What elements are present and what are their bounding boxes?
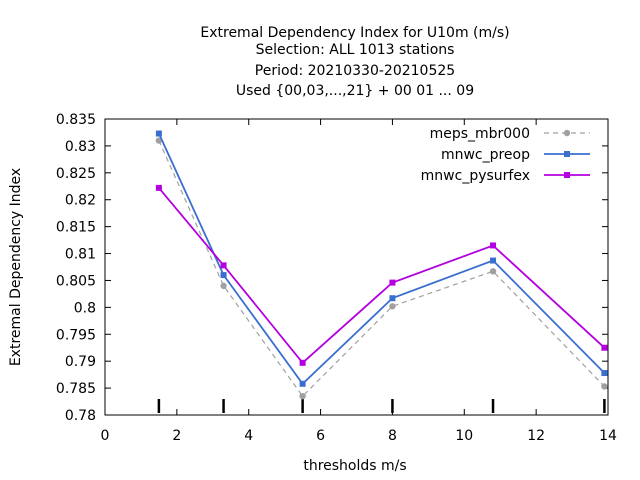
series-meps_mbr000: [155, 137, 608, 400]
y-tick-label: 0.805: [56, 273, 96, 289]
x-tick-label: 4: [244, 428, 253, 444]
y-tick-label: 0.78: [65, 408, 96, 424]
series-mnwc_preop: [155, 130, 608, 387]
legend-label: mnwc_pysurfex: [421, 168, 530, 184]
y-tick-label: 0.82: [65, 193, 96, 209]
plot-frame: [104, 118, 609, 416]
y-tick-label: 0.79: [65, 354, 96, 370]
x-tick-label: 8: [388, 428, 397, 444]
x-tick-label: 12: [527, 428, 545, 444]
data-point: [220, 282, 227, 290]
y-axis: 0.78 0.785 0.79 0.795 0.8 0.805 0.81 0.815 0.82 0…: [56, 112, 608, 424]
data-point: [389, 303, 396, 310]
data-point: [601, 344, 608, 351]
y-axis-label: Extremal Dependency Index: [8, 168, 24, 366]
data-point: [299, 359, 306, 366]
data-point: [299, 380, 306, 387]
legend-swatch-marker: [564, 172, 570, 178]
title-line-1: Extremal Dependency Index for U10m (m/s): [200, 25, 509, 41]
legend-swatch-marker: [564, 151, 570, 157]
legend-swatch-marker: [563, 129, 571, 137]
data-point: [155, 184, 162, 191]
x-tick-label: 2: [172, 428, 181, 444]
x-axis-label: thresholds m/s: [303, 458, 406, 474]
data-point: [220, 272, 227, 279]
data-point: [155, 130, 162, 137]
y-tick-label: 0.815: [56, 220, 96, 236]
data-point: [490, 242, 497, 249]
y-tick-label: 0.83: [65, 139, 96, 155]
data-point: [389, 279, 396, 286]
x-tick-label: 6: [316, 428, 325, 444]
data-point: [490, 257, 497, 264]
y-tick-label: 0.81: [65, 247, 96, 263]
legend: meps_mbr000 mnwc_preop mnwc_pysurfex: [421, 126, 590, 184]
y-tick-label: 0.8: [74, 300, 96, 316]
chart-title: Extremal Dependency Index for U10m (m/s)…: [200, 25, 509, 99]
y-tick-label: 0.825: [56, 166, 96, 182]
y-tick-label: 0.795: [56, 327, 96, 343]
x-tick-label: 14: [599, 428, 617, 444]
data-point: [220, 262, 227, 269]
legend-label: meps_mbr000: [430, 126, 530, 142]
x-tick-label: 10: [455, 428, 473, 444]
threshold-marks: [157, 399, 606, 413]
y-tick-label: 0.785: [56, 381, 96, 397]
data-point: [489, 268, 497, 275]
x-axis: 0 2 4 6 8 10 12 14: [101, 119, 617, 444]
title-line-3: Period: 20210330-20210525: [255, 63, 455, 79]
data-point: [389, 295, 396, 302]
series-line: [158, 133, 606, 386]
x-tick-label: 0: [101, 428, 110, 444]
series-line: [158, 187, 606, 365]
series-mnwc_pysurfex: [155, 184, 608, 366]
data-point: [601, 370, 608, 377]
data-point: [601, 383, 608, 390]
legend-label: mnwc_preop: [441, 147, 530, 163]
series-layer: [155, 130, 608, 400]
title-line-2: Selection: ALL 1013 stations: [256, 42, 455, 58]
y-tick-label: 0.835: [56, 112, 96, 128]
data-point: [299, 392, 306, 400]
title-line-4: Used {00,03,...,21} + 00 01 ... 09: [236, 83, 474, 99]
